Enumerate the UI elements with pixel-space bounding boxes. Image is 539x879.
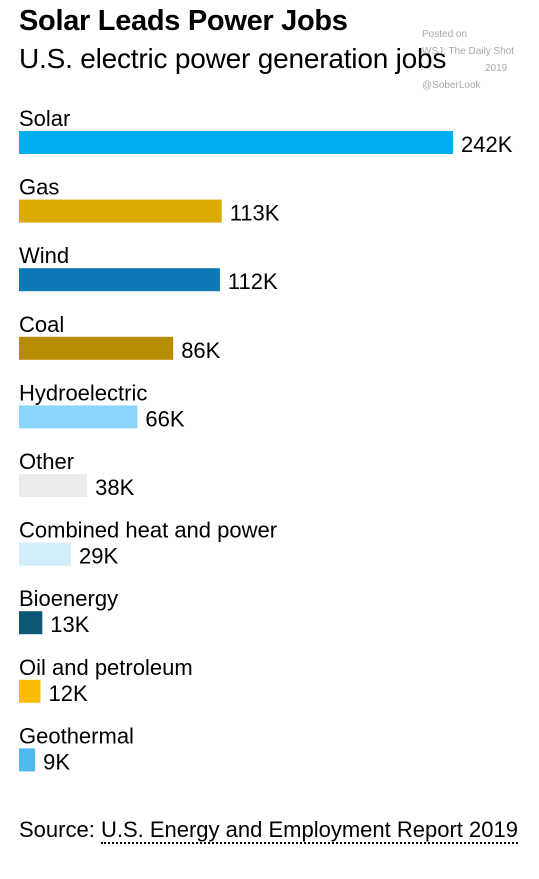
category-label-bioenergy: Bioenergy (19, 586, 118, 611)
value-label-oil-and-petroleum: 12K (49, 681, 88, 706)
value-label-wind: 112K (228, 269, 278, 294)
value-label-hydroelectric: 66K (145, 406, 184, 431)
value-label-geothermal: 9K (43, 749, 70, 774)
watermark-line-3: 2019 (485, 63, 508, 74)
category-label-oil-and-petroleum: Oil and petroleum (19, 655, 193, 680)
category-label-gas: Gas (19, 175, 59, 200)
value-label-gas: 113K (230, 201, 280, 226)
bar-hydroelectric (19, 405, 138, 429)
source-note: Source: U.S. Energy and Employment Repor… (19, 816, 519, 844)
value-label-other: 38K (95, 475, 134, 500)
value-label-solar: 242K (461, 132, 513, 157)
value-label-coal: 86K (181, 338, 220, 363)
bar-solar (19, 131, 453, 154)
category-label-geothermal: Geothermal (19, 723, 134, 748)
bar-geothermal (19, 748, 36, 772)
source-prefix: Source: (19, 817, 101, 842)
chart-title: Solar Leads Power Jobs (19, 5, 348, 37)
watermark: Posted on WSJ: The Daily Shot 2019 @Sobe… (422, 26, 514, 94)
watermark-line-2: WSJ: The Daily Shot (422, 46, 515, 57)
value-label-bioenergy: 13K (50, 612, 89, 637)
category-label-hydroelectric: Hydroelectric (19, 380, 147, 405)
source-link[interactable]: U.S. Energy and Employment Report 2019 (100, 817, 518, 844)
category-label-combined-heat-and-power: Combined heat and power (19, 518, 277, 543)
chart-subtitle: U.S. electric power generation jobs (19, 43, 447, 74)
value-label-combined-heat-and-power: 29K (79, 544, 118, 569)
bar-combined-heat-and-power (19, 542, 71, 566)
bar-wind (19, 268, 220, 292)
bar-gas (19, 199, 222, 223)
bar-bioenergy (19, 611, 43, 635)
category-label-wind: Wind (19, 243, 69, 268)
category-label-solar: Solar (19, 106, 70, 131)
bar-oil-and-petroleum (19, 679, 41, 703)
watermark-line-4: @SoberLook (422, 80, 481, 91)
bar-coal (19, 336, 174, 360)
watermark-line-1: Posted on (422, 29, 468, 40)
category-label-other: Other (19, 449, 74, 474)
category-label-coal: Coal (19, 312, 64, 337)
bar-other (19, 474, 88, 497)
bar-chart: Solar 242K Gas 113K Wind 112K Coal 86K Hydroelec… (19, 106, 513, 774)
